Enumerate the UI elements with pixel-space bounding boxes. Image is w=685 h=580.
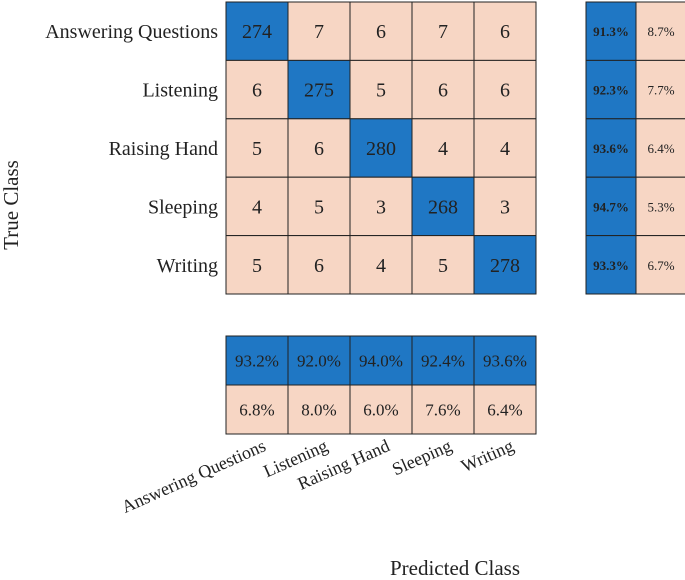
matrix-cell-value: 7 — [314, 21, 324, 43]
matrix-cell-value: 4 — [500, 138, 510, 160]
matrix-cell-value: 280 — [366, 138, 396, 160]
matrix-cell — [287, 176, 351, 237]
matrix-cells: 274 7 6 7 6 6 275 5 6 6 5 6 280 4 4 4 5 3 268 3 5 6 4 5 278 — [225, 1, 537, 295]
row-summary-value: 93.3% — [593, 258, 629, 273]
row-summary-cell — [635, 235, 685, 295]
column-summary-cell — [411, 384, 475, 435]
matrix-cell-value: 4 — [252, 196, 262, 218]
column-summary-cell — [349, 384, 413, 435]
column-summary-value: 6.0% — [363, 401, 398, 420]
column-summary-value: 94.0% — [359, 352, 403, 371]
matrix-cell — [225, 235, 289, 295]
row-summary-cells: 91.3% 8.7% 92.3% 7.7% 93.6% 6.4% 94.7% 5.3% 93.3… — [585, 1, 685, 295]
matrix-cell-value: 7 — [438, 21, 448, 43]
matrix-cell — [473, 235, 537, 295]
x-tick-label: Sleeping — [389, 435, 455, 479]
matrix-cell — [349, 235, 413, 295]
matrix-cell — [225, 1, 289, 61]
matrix-cell-value: 6 — [314, 255, 324, 277]
matrix-cell — [287, 235, 351, 295]
y-tick-labels: Answering Questions Listening Raising Hand… — [45, 21, 218, 277]
x-axis-label: Predicted Class — [390, 556, 520, 580]
matrix-cell — [225, 176, 289, 237]
matrix-cell-value: 278 — [490, 255, 520, 277]
matrix-cell — [349, 176, 413, 237]
column-summary-cells: 93.2% 6.8% 92.0% 8.0% 94.0% 6.0% 92.4% 7.6% 93.6… — [225, 335, 537, 435]
matrix-cell-value: 275 — [304, 80, 334, 102]
matrix-cell-value: 274 — [242, 21, 272, 43]
column-summary-value: 6.4% — [487, 401, 522, 420]
row-summary-value: 91.3% — [593, 24, 629, 39]
row-summary-value: 94.7% — [593, 199, 629, 214]
column-summary-cell — [225, 384, 289, 435]
row-summary-value: 8.7% — [647, 24, 674, 39]
row-summary-cell — [635, 1, 685, 61]
matrix-cell-value: 5 — [314, 196, 324, 218]
matrix-cell — [349, 59, 413, 120]
row-summary-value: 6.4% — [647, 141, 674, 156]
matrix-cell-value: 6 — [252, 80, 262, 102]
matrix-cell-value: 5 — [252, 255, 262, 277]
row-summary-cell — [635, 176, 685, 237]
row-summary-cell — [635, 118, 685, 178]
matrix-cell-value: 4 — [376, 255, 386, 277]
y-tick-label: Sleeping — [148, 196, 218, 218]
row-summary-cell — [635, 59, 685, 120]
matrix-cell-value: 4 — [438, 138, 448, 160]
column-summary-cell — [473, 384, 537, 435]
x-tick-label: Writing — [458, 435, 517, 476]
row-summary-value: 6.7% — [647, 258, 674, 273]
matrix-cell — [411, 176, 475, 237]
row-summary-value: 92.3% — [593, 83, 629, 98]
y-tick-label: Raising Hand — [109, 138, 218, 160]
y-tick-label: Listening — [142, 80, 218, 102]
matrix-cell-value: 6 — [314, 138, 324, 160]
y-axis-label: True Class — [0, 160, 23, 250]
row-summary-value: 7.7% — [647, 83, 674, 98]
y-tick-label: Answering Questions — [45, 21, 218, 43]
matrix-cell — [225, 59, 289, 120]
row-summary-value: 5.3% — [647, 199, 674, 214]
column-summary-value: 8.0% — [301, 401, 336, 420]
matrix-cell-value: 6 — [376, 21, 386, 43]
x-tick-label: Answering Questions — [118, 435, 268, 517]
column-summary-value: 6.8% — [239, 401, 274, 420]
matrix-cell — [473, 59, 537, 120]
row-summary-cell — [585, 59, 637, 120]
column-summary-cell — [225, 335, 289, 386]
matrix-cell — [287, 118, 351, 178]
column-summary-cell — [287, 335, 351, 386]
column-summary-value: 7.6% — [425, 401, 460, 420]
column-summary-value: 93.2% — [235, 352, 279, 371]
matrix-cell — [473, 176, 537, 237]
row-summary-cell — [585, 235, 637, 295]
column-summary-value: 92.4% — [421, 352, 465, 371]
matrix-cell-value: 6 — [438, 80, 448, 102]
matrix-cell — [349, 1, 413, 61]
column-summary-cell — [287, 384, 351, 435]
matrix-cell-value: 5 — [438, 255, 448, 277]
matrix-cell — [287, 1, 351, 61]
matrix-cell-value: 6 — [500, 21, 510, 43]
matrix-cell-value: 5 — [252, 138, 262, 160]
y-tick-label: Writing — [157, 255, 218, 277]
matrix-cell-value: 268 — [428, 196, 458, 218]
column-summary-value: 93.6% — [483, 352, 527, 371]
row-summary-value: 93.6% — [593, 141, 629, 156]
matrix-cell-value: 6 — [500, 80, 510, 102]
matrix-cell-value: 3 — [376, 196, 386, 218]
column-summary-cell — [473, 335, 537, 386]
column-summary-value: 92.0% — [297, 352, 341, 371]
matrix-cell-value: 3 — [500, 196, 510, 218]
matrix-cell — [411, 118, 475, 178]
matrix-cell-value: 5 — [376, 80, 386, 102]
